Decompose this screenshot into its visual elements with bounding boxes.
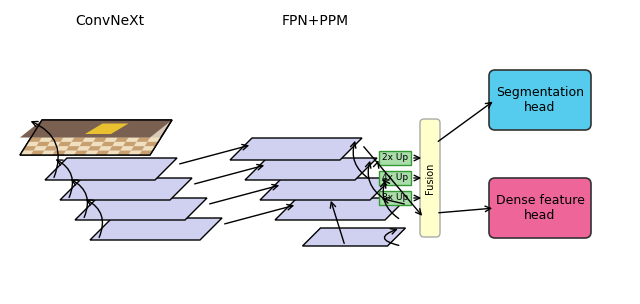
Polygon shape xyxy=(20,120,172,137)
Text: ConvNeXt: ConvNeXt xyxy=(76,14,145,28)
Polygon shape xyxy=(55,146,69,150)
Polygon shape xyxy=(58,142,72,146)
Polygon shape xyxy=(129,150,142,155)
Polygon shape xyxy=(77,146,90,150)
Polygon shape xyxy=(42,150,55,155)
Text: Segmentation
head: Segmentation head xyxy=(496,86,584,114)
Text: Fusion: Fusion xyxy=(425,162,435,194)
Polygon shape xyxy=(23,146,36,150)
Polygon shape xyxy=(109,146,123,150)
FancyBboxPatch shape xyxy=(489,70,591,130)
Polygon shape xyxy=(90,218,222,240)
Polygon shape xyxy=(36,142,50,146)
Polygon shape xyxy=(45,158,177,180)
Polygon shape xyxy=(50,137,63,142)
Polygon shape xyxy=(118,150,131,155)
Polygon shape xyxy=(83,137,96,142)
Polygon shape xyxy=(66,146,79,150)
Polygon shape xyxy=(20,150,33,155)
Polygon shape xyxy=(120,146,134,150)
Polygon shape xyxy=(139,150,153,155)
Polygon shape xyxy=(79,142,93,146)
Polygon shape xyxy=(26,142,39,146)
Polygon shape xyxy=(115,137,129,142)
Polygon shape xyxy=(112,142,125,146)
Polygon shape xyxy=(85,150,99,155)
Polygon shape xyxy=(85,123,129,134)
Polygon shape xyxy=(142,146,156,150)
Text: 8x Up: 8x Up xyxy=(382,194,408,202)
Polygon shape xyxy=(107,150,120,155)
Polygon shape xyxy=(136,137,150,142)
Polygon shape xyxy=(96,150,109,155)
Polygon shape xyxy=(60,178,192,200)
Polygon shape xyxy=(125,137,140,142)
Polygon shape xyxy=(31,150,44,155)
Polygon shape xyxy=(61,137,74,142)
FancyBboxPatch shape xyxy=(489,178,591,238)
Polygon shape xyxy=(75,198,207,220)
Polygon shape xyxy=(134,142,147,146)
Polygon shape xyxy=(44,146,58,150)
FancyBboxPatch shape xyxy=(379,191,411,205)
Polygon shape xyxy=(145,142,158,146)
Polygon shape xyxy=(39,137,52,142)
Polygon shape xyxy=(123,142,136,146)
Text: 4x Up: 4x Up xyxy=(382,174,408,182)
Polygon shape xyxy=(88,146,101,150)
Polygon shape xyxy=(47,142,61,146)
Polygon shape xyxy=(52,150,66,155)
Polygon shape xyxy=(90,142,104,146)
Polygon shape xyxy=(275,198,407,220)
Polygon shape xyxy=(63,150,77,155)
Polygon shape xyxy=(101,142,115,146)
Polygon shape xyxy=(20,120,172,155)
Polygon shape xyxy=(230,138,362,160)
Text: FPN+PPM: FPN+PPM xyxy=(282,14,349,28)
Text: Dense feature
head: Dense feature head xyxy=(495,194,584,222)
Polygon shape xyxy=(28,137,42,142)
FancyBboxPatch shape xyxy=(379,171,411,185)
Polygon shape xyxy=(147,137,161,142)
Polygon shape xyxy=(72,137,85,142)
Polygon shape xyxy=(104,137,118,142)
Polygon shape xyxy=(99,146,112,150)
Polygon shape xyxy=(69,142,83,146)
Polygon shape xyxy=(33,146,47,150)
Text: 2x Up: 2x Up xyxy=(382,154,408,163)
Polygon shape xyxy=(131,146,145,150)
Polygon shape xyxy=(260,178,392,200)
FancyBboxPatch shape xyxy=(420,119,440,237)
Polygon shape xyxy=(303,228,406,246)
Polygon shape xyxy=(74,150,88,155)
FancyBboxPatch shape xyxy=(379,151,411,165)
Polygon shape xyxy=(245,158,377,180)
Polygon shape xyxy=(93,137,107,142)
